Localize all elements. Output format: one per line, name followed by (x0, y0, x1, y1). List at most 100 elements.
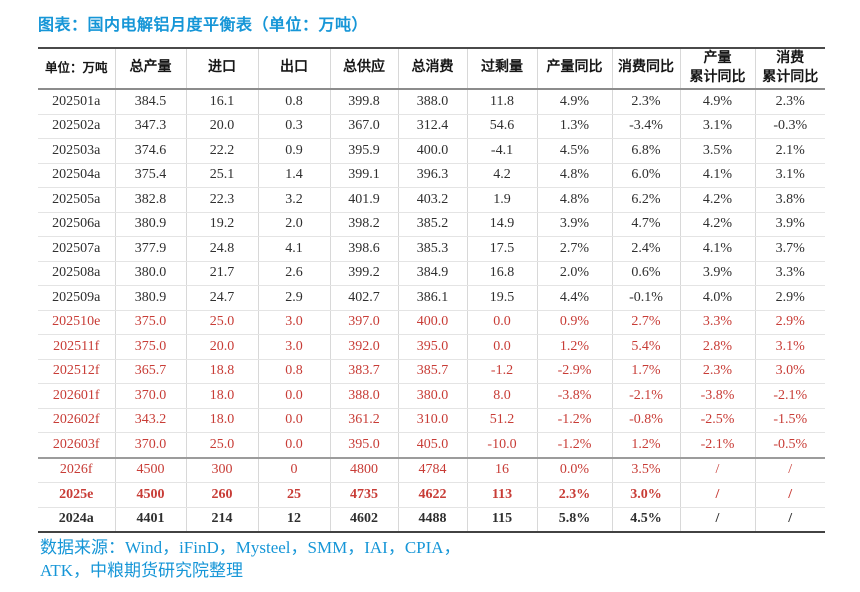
cell: 2.0% (537, 261, 613, 286)
cell: 395.9 (330, 138, 399, 164)
data-source-line2: ATK，中粮期货研究院整理 (40, 560, 244, 580)
cell: 4.0% (680, 285, 756, 311)
cell: 3.8% (755, 187, 825, 213)
cell: 1.4 (258, 163, 331, 188)
column-header: 过剩量 (467, 48, 538, 90)
cell: 2.7% (537, 236, 613, 262)
cell: 2.4% (612, 236, 681, 262)
column-header: 总产量 (115, 48, 187, 90)
column-header: 消费同比 (612, 48, 681, 90)
cell: 4.1% (680, 163, 756, 188)
cell: / (755, 482, 825, 508)
cell: 401.9 (330, 187, 399, 213)
cell: -4.1 (467, 138, 538, 164)
cell: 312.4 (398, 114, 468, 139)
cell: 25.0 (186, 310, 259, 335)
cell: 4.5% (537, 138, 613, 164)
table-row: 202511f 375.0 20.0 3.0 392.0 395.0 0.0 1.2% 5.4%… (38, 334, 825, 360)
cell: -2.1% (612, 383, 681, 409)
cell: 2.1% (755, 138, 825, 164)
cell: 202603f (38, 432, 116, 458)
cell: 18.0 (186, 408, 259, 433)
cell: 398.2 (330, 212, 399, 237)
cell: 4.2 (467, 163, 538, 188)
column-header: 消费 累计同比 (755, 48, 825, 90)
table-body: 202501a 384.5 16.1 0.8 399.8 388.0 11.8 4.9% 2.3… (38, 89, 825, 533)
cell: 3.0 (258, 334, 331, 360)
cell: 4500 (115, 456, 187, 483)
cell: 202502a (38, 114, 116, 139)
cell: 6.2% (612, 187, 681, 213)
table-row: 2024a 4401 214 12 4602 4488 115 5.8% 4.5% / / (38, 507, 825, 533)
cell: 375.0 (115, 310, 187, 335)
cell: 4.2% (680, 212, 756, 237)
cell: 2024a (38, 507, 116, 533)
column-header: 总供应 (330, 48, 399, 90)
cell: 2.0 (258, 212, 331, 237)
cell: 399.8 (330, 89, 399, 115)
cell: 202505a (38, 187, 116, 213)
cell: 4.5% (612, 507, 681, 533)
cell: 380.0 (115, 261, 187, 286)
cell: -0.3% (755, 114, 825, 139)
cell: 2.6 (258, 261, 331, 286)
cell: 4.9% (680, 89, 756, 115)
cell: 24.8 (186, 236, 259, 262)
cell: 2.3% (612, 89, 681, 115)
cell: 370.0 (115, 383, 187, 409)
cell: 1.7% (612, 359, 681, 384)
cell: 4.8% (537, 163, 613, 188)
cell: 0.8 (258, 89, 331, 115)
data-source: 数据来源：Wind，iFinD，Mysteel，SMM，IAI，CPIA， AT… (40, 537, 660, 582)
cell: 4622 (398, 482, 468, 508)
cell: 11.8 (467, 89, 538, 115)
cell: 202506a (38, 212, 116, 237)
cell: 202508a (38, 261, 116, 286)
table-row: 2026f 4500 300 0 4800 4784 16 0.0% 3.5% / / (38, 456, 825, 483)
cell: 4784 (398, 456, 468, 483)
cell: 395.0 (330, 432, 399, 458)
cell: 202510e (38, 310, 116, 335)
cell: 396.3 (398, 163, 468, 188)
cell: 25.1 (186, 163, 259, 188)
table-row: 202512f 365.7 18.8 0.8 383.7 385.7 -1.2 -2.9% 1.… (38, 359, 825, 384)
cell: 0.0 (467, 334, 538, 360)
cell: 380.9 (115, 285, 187, 311)
cell: 1.3% (537, 114, 613, 139)
cell: 384.9 (398, 261, 468, 286)
cell: 403.2 (398, 187, 468, 213)
cell: 202509a (38, 285, 116, 311)
header-row: 单位：万吨 总产量 进口 出口 总供应 总消费 过剩量 产量同比 消费同比 产量 累计同比 消费 累计同… (38, 48, 825, 90)
cell: 25 (258, 482, 331, 508)
cell: 2.9 (258, 285, 331, 311)
cell: 6.8% (612, 138, 681, 164)
cell: 380.9 (115, 212, 187, 237)
cell: 375.4 (115, 163, 187, 188)
cell: -0.5% (755, 432, 825, 458)
table-row: 202603f 370.0 25.0 0.0 395.0 405.0 -10.0 -1.2% 1… (38, 432, 825, 458)
cell: 54.6 (467, 114, 538, 139)
cell: 0.6% (612, 261, 681, 286)
table-row: 202506a 380.9 19.2 2.0 398.2 385.2 14.9 3.9% 4.7… (38, 212, 825, 237)
cell: 300 (186, 456, 259, 483)
cell: 8.0 (467, 383, 538, 409)
cell: 202601f (38, 383, 116, 409)
table-row: 202509a 380.9 24.7 2.9 402.7 386.1 19.5 4.4% -0.… (38, 285, 825, 311)
balance-table: 单位：万吨 总产量 进口 出口 总供应 总消费 过剩量 产量同比 消费同比 产量 累计同比 消费 累计同… (38, 47, 825, 533)
cell: 388.0 (330, 383, 399, 409)
cell: 0.8 (258, 359, 331, 384)
cell: 4401 (115, 507, 187, 533)
data-source-line1: 数据来源：Wind，iFinD，Mysteel，SMM，IAI，CPIA， (40, 538, 461, 557)
table-row: 202508a 380.0 21.7 2.6 399.2 384.9 16.8 2.0% 0.6… (38, 261, 825, 286)
table-row: 202504a 375.4 25.1 1.4 399.1 396.3 4.2 4.8% 6.0%… (38, 163, 825, 188)
cell: / (755, 507, 825, 533)
table-row: 202503a 374.6 22.2 0.9 395.9 400.0 -4.1 4.5% 6.8… (38, 138, 825, 164)
cell: 4602 (330, 507, 399, 533)
cell: 397.0 (330, 310, 399, 335)
table-row: 2025e 4500 260 25 4735 4622 113 2.3% 3.0% / / (38, 482, 825, 508)
cell: 347.3 (115, 114, 187, 139)
cell: 400.0 (398, 310, 468, 335)
cell: 388.0 (398, 89, 468, 115)
cell: 0.0% (537, 456, 613, 483)
cell: 18.0 (186, 383, 259, 409)
